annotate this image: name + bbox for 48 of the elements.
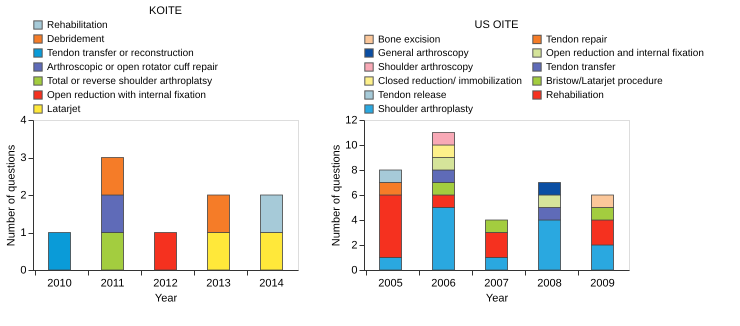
legend-label: Latarjet bbox=[47, 104, 81, 115]
y-tick-label: 12 bbox=[345, 114, 358, 126]
x-tick-label: 2013 bbox=[206, 278, 231, 290]
x-tick-label: 2006 bbox=[431, 278, 456, 290]
chart-title: US OITE bbox=[474, 19, 519, 31]
chart-title: KOITE bbox=[148, 5, 182, 17]
x-tick-label: 2008 bbox=[537, 278, 562, 290]
legend-label: Tendon transfer or reconstruction bbox=[47, 48, 194, 59]
x-axis-title: Year bbox=[154, 292, 178, 304]
legend-label: Debridement bbox=[47, 34, 104, 45]
legend-label: Rehabiliation bbox=[546, 90, 604, 101]
y-axis-title: Number of questions bbox=[330, 144, 342, 246]
legend-label: Open reduction with internal fixation bbox=[47, 90, 206, 101]
bar bbox=[48, 232, 71, 270]
y-tick-label: 0 bbox=[351, 264, 358, 276]
legend-label: Bristow/Latarjet procedure bbox=[546, 76, 664, 87]
x-tick-label: 2005 bbox=[378, 278, 403, 290]
legend-label: General arthroscopy bbox=[378, 48, 469, 59]
x-tick-label: 2011 bbox=[100, 278, 124, 290]
y-tick-label: 4 bbox=[351, 214, 358, 226]
legend-label: Total or reverse shoulder arthroplatsy bbox=[47, 76, 212, 87]
y-tick-label: 2 bbox=[20, 190, 26, 202]
y-tick-label: 6 bbox=[351, 190, 358, 202]
legend-label: Open reduction and internal fixation bbox=[546, 48, 704, 59]
x-tick-label: 2014 bbox=[259, 278, 284, 290]
legend-label: Tendon repair bbox=[546, 34, 608, 46]
legend-label: Bone excision bbox=[378, 34, 440, 46]
x-tick-label: 2012 bbox=[153, 278, 178, 290]
legend-label: Rehabilitation bbox=[47, 20, 108, 31]
x-axis-title: Year bbox=[486, 292, 508, 304]
x-tick-label: 2007 bbox=[484, 278, 509, 290]
bar bbox=[154, 232, 177, 270]
y-axis-title: Number of questions bbox=[5, 144, 18, 246]
legend-label: Arthroscopic or open rotator cuff repair bbox=[47, 62, 219, 73]
legend-label: Tendon release bbox=[378, 90, 447, 101]
y-tick-label: 3 bbox=[20, 152, 26, 164]
legend-label: Closed reduction/ immobilization bbox=[378, 76, 522, 87]
y-tick-label: 0 bbox=[20, 264, 26, 276]
y-tick-label: 8 bbox=[351, 164, 358, 176]
x-tick-label: 2010 bbox=[47, 278, 72, 290]
legend-label: Shoulder arthroplasty bbox=[378, 104, 474, 115]
y-tick-label: 10 bbox=[345, 140, 358, 152]
y-tick-label: 2 bbox=[351, 240, 358, 252]
x-tick-label: 2009 bbox=[590, 278, 615, 290]
legend-label: Shoulder arthroscopy bbox=[378, 62, 474, 73]
y-tick-label: 4 bbox=[20, 114, 26, 126]
legend-label: Tendon transfer bbox=[546, 62, 616, 73]
y-tick-label: 1 bbox=[20, 227, 26, 239]
